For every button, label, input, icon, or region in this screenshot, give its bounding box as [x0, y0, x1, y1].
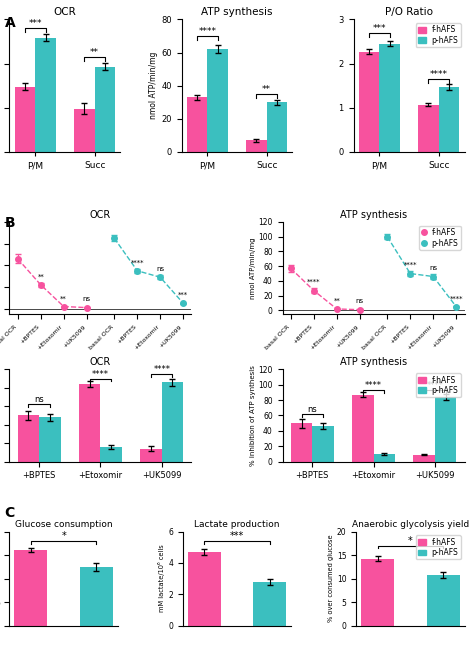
Bar [140, 449, 162, 462]
Text: **: ** [90, 48, 99, 57]
Bar [254, 582, 286, 626]
Title: ATP synthesis: ATP synthesis [340, 210, 407, 220]
Title: Anaerobic glycolysis yield: Anaerobic glycolysis yield [352, 521, 469, 530]
Text: ns: ns [156, 266, 164, 272]
Bar [267, 103, 287, 152]
Bar [39, 417, 61, 462]
Title: OCR: OCR [54, 7, 76, 17]
Title: OCR: OCR [90, 357, 111, 367]
Bar [439, 87, 459, 152]
Bar [80, 567, 113, 626]
Text: ns: ns [82, 297, 91, 303]
Title: P/O Ratio: P/O Ratio [385, 7, 433, 17]
Title: Lactate production: Lactate production [194, 521, 280, 530]
Bar [379, 44, 400, 152]
Bar [427, 575, 460, 626]
Text: *: * [61, 531, 66, 541]
Bar [18, 415, 39, 462]
Y-axis label: nmol ATP/min/mg: nmol ATP/min/mg [249, 237, 255, 299]
Title: Glucose consumption: Glucose consumption [15, 521, 112, 530]
Y-axis label: nmol ATP/min/mg: nmol ATP/min/mg [149, 52, 158, 119]
Y-axis label: % inhibition of ATP synthesis: % inhibition of ATP synthesis [249, 365, 255, 466]
Y-axis label: mM lactate/10⁶ cells: mM lactate/10⁶ cells [158, 545, 165, 613]
Text: ****: **** [130, 259, 144, 266]
Bar [207, 49, 228, 152]
Text: ****: **** [426, 381, 443, 390]
Bar [100, 447, 122, 462]
Text: ns: ns [307, 405, 317, 414]
Legend: f-hAFS, p-hAFS: f-hAFS, p-hAFS [419, 226, 461, 250]
Bar [74, 108, 95, 152]
Text: ***: *** [230, 531, 244, 541]
Bar [188, 552, 220, 626]
Bar [95, 66, 116, 152]
Title: ATP synthesis: ATP synthesis [340, 357, 407, 367]
Text: **: ** [60, 295, 67, 301]
Bar [435, 397, 456, 462]
Text: ***: *** [28, 19, 42, 28]
Bar [187, 97, 207, 152]
Bar [14, 550, 47, 626]
Text: ****: **** [430, 70, 448, 79]
Bar [361, 559, 394, 626]
Text: ***: *** [178, 292, 188, 298]
Bar [246, 141, 267, 152]
Text: B: B [5, 216, 15, 230]
Bar [374, 454, 395, 462]
Text: ****: **** [365, 381, 382, 390]
Bar [312, 426, 334, 462]
Text: **: ** [37, 273, 44, 280]
Text: **: ** [333, 297, 340, 304]
Bar [162, 382, 183, 462]
Y-axis label: % over consumed glucose: % over consumed glucose [328, 535, 334, 622]
Text: ****: **** [92, 370, 109, 379]
Bar [15, 86, 35, 152]
Text: ***: *** [373, 24, 386, 33]
Text: C: C [5, 506, 15, 521]
Bar [413, 455, 435, 462]
Text: **: ** [262, 85, 271, 94]
Text: ****: **** [198, 27, 216, 36]
Bar [79, 384, 100, 462]
Text: ****: **** [307, 279, 320, 285]
Title: OCR: OCR [90, 210, 111, 220]
Text: ****: **** [153, 365, 170, 374]
Text: ****: **** [403, 263, 417, 268]
Text: ns: ns [34, 395, 44, 404]
Bar [291, 423, 312, 462]
Legend: f-hAFS, p-hAFS: f-hAFS, p-hAFS [416, 373, 461, 397]
Text: *: * [408, 535, 413, 546]
Text: A: A [5, 16, 16, 30]
Bar [358, 52, 379, 152]
Bar [35, 38, 56, 152]
Title: ATP synthesis: ATP synthesis [201, 7, 273, 17]
Text: ns: ns [429, 265, 438, 271]
Bar [352, 395, 374, 462]
Legend: f-hAFS, p-hAFS: f-hAFS, p-hAFS [416, 23, 461, 47]
Bar [418, 104, 439, 152]
Text: ****: **** [449, 295, 463, 301]
Text: ns: ns [356, 299, 364, 304]
Legend: f-hAFS, p-hAFS: f-hAFS, p-hAFS [416, 535, 461, 559]
